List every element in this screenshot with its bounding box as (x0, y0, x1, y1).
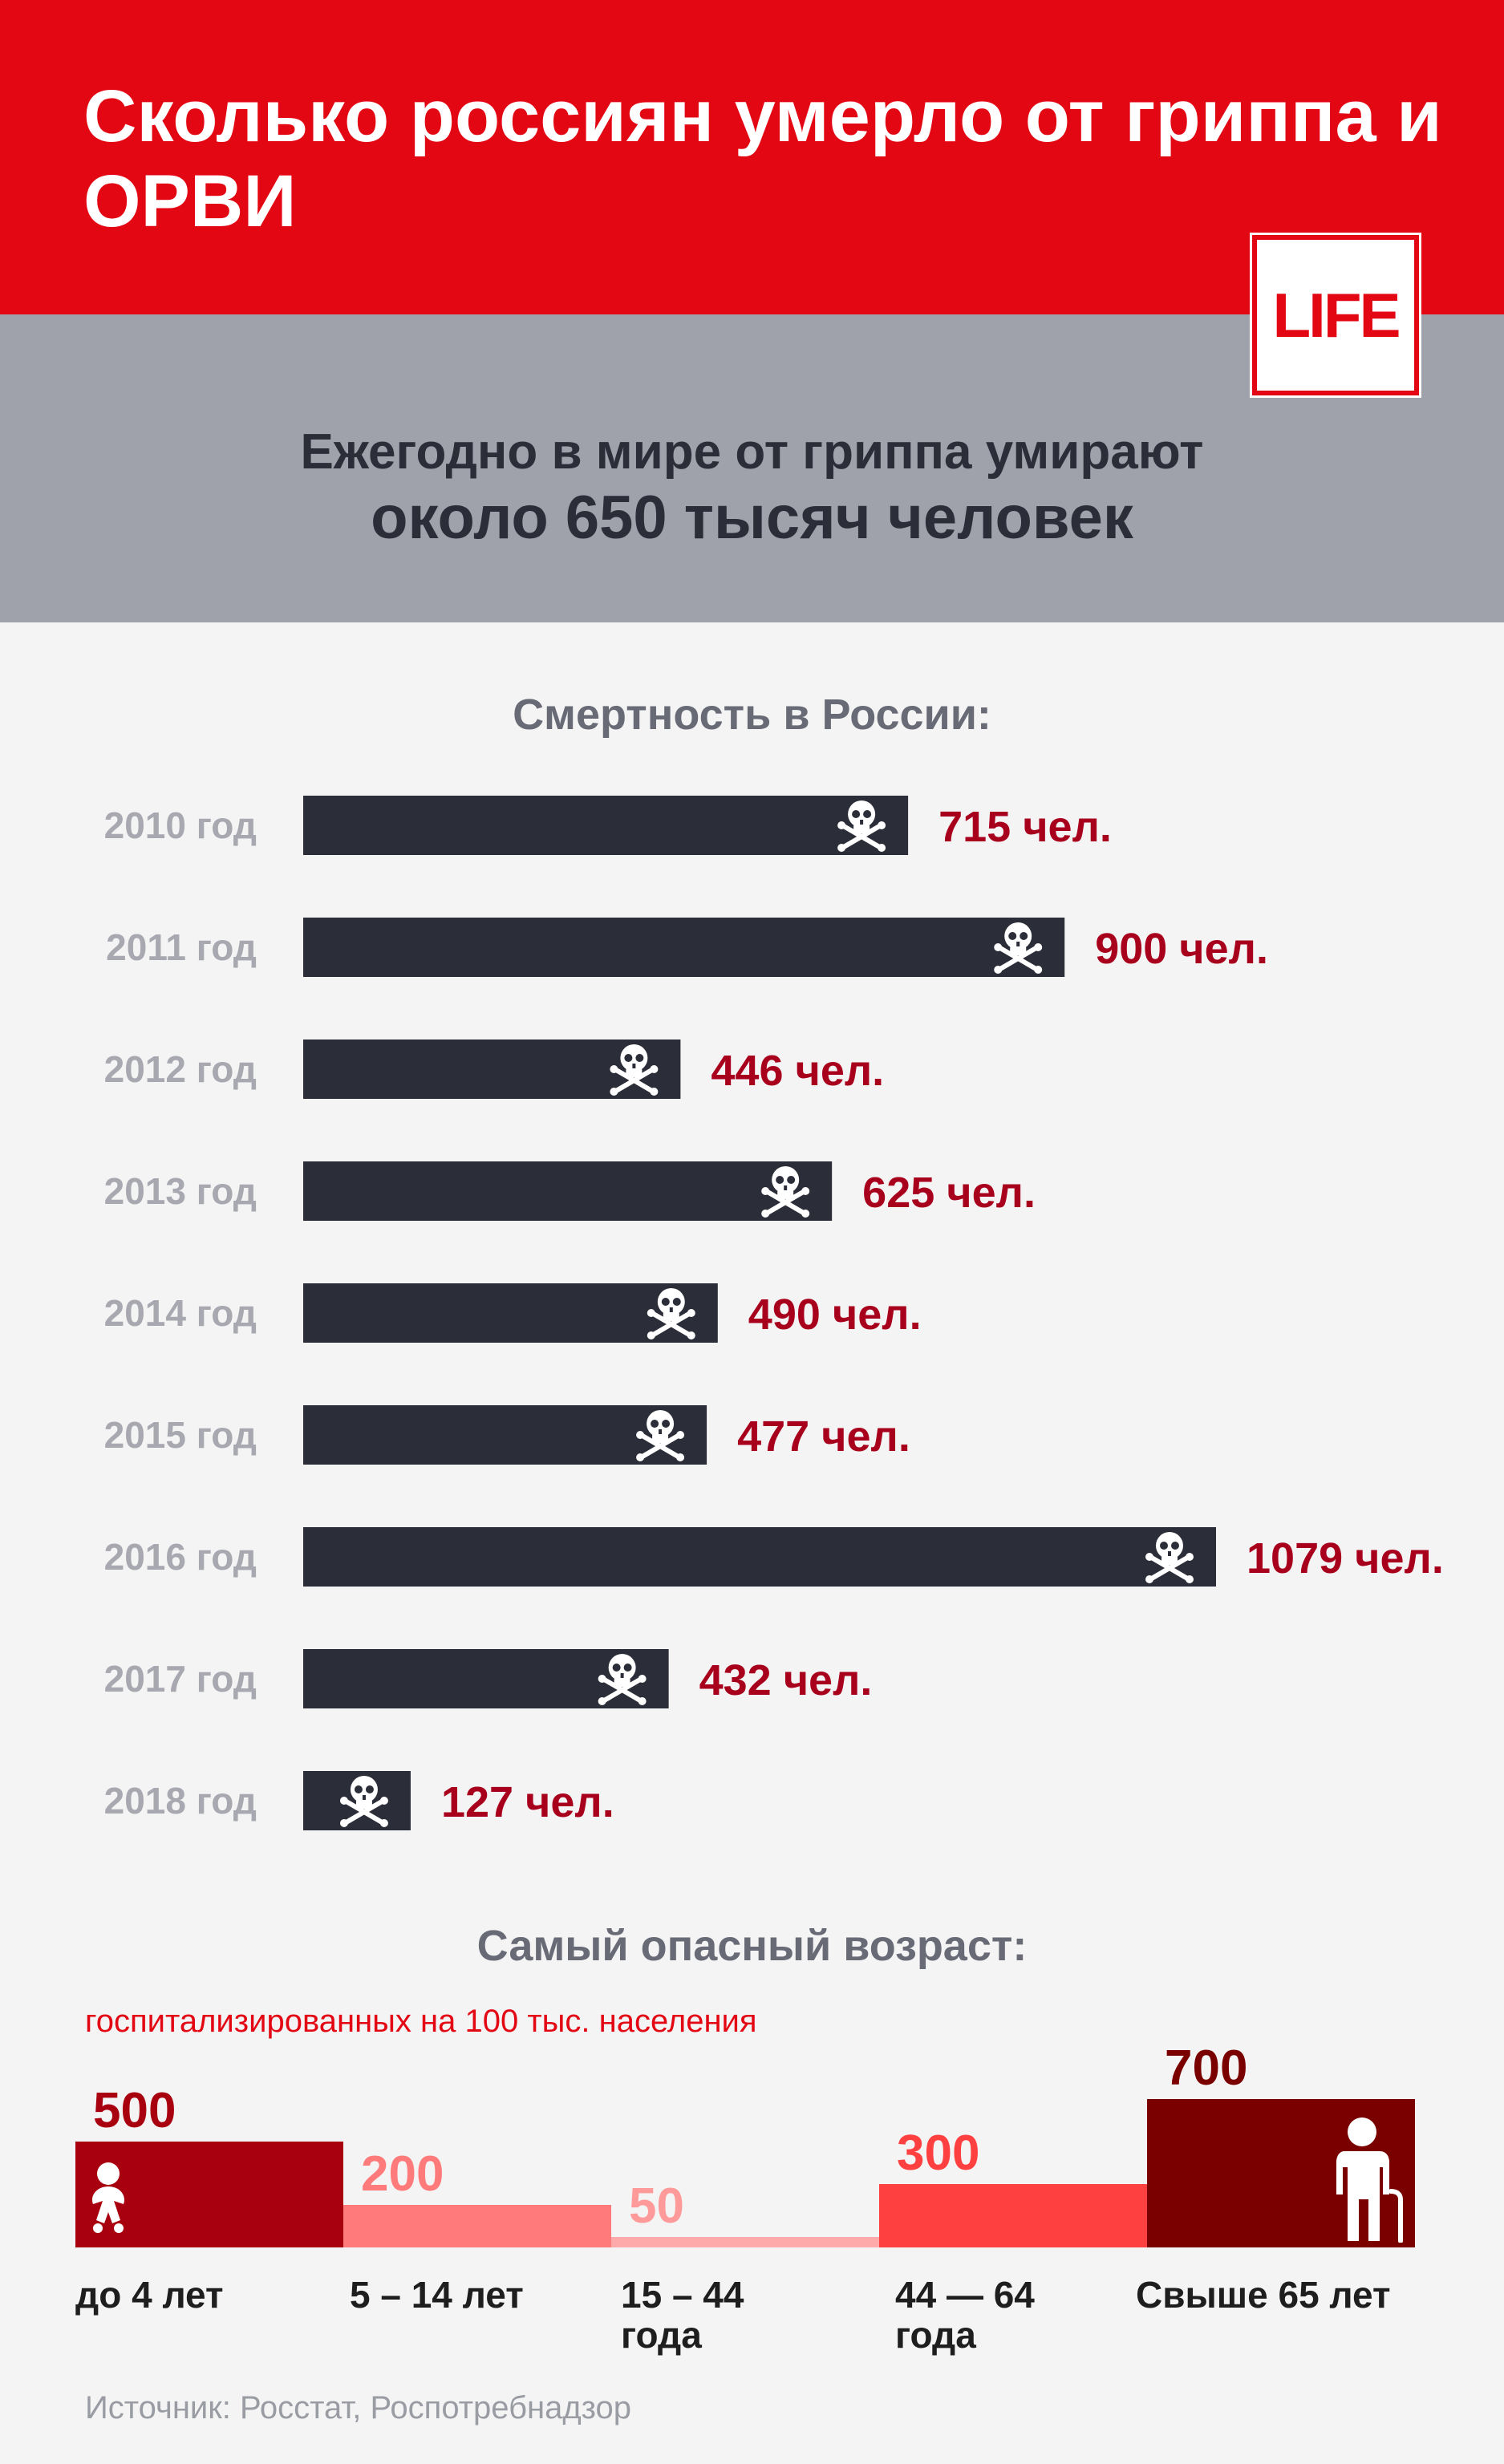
life-logo: LIFE (1250, 233, 1421, 398)
mortality-value: 127 чел. (441, 1778, 614, 1826)
year-label: 2012 год (104, 1048, 257, 1090)
age-bar (879, 2183, 1147, 2247)
intro-line-1: Ежегодно в мире от гриппа умирают (300, 424, 1204, 480)
header-banner: Сколько россиян умерло от гриппа и ОРВИ (0, 0, 1504, 314)
year-label: 2015 год (104, 1414, 257, 1456)
logo-text: LIFE (1272, 279, 1401, 351)
age-category: до 4 лет (75, 2274, 224, 2316)
mortality-bar (303, 918, 1065, 977)
mortality-chart: 2010 год 715 чел. 2011 год 900 чел. 2012 год… (104, 796, 1444, 1830)
age-category: 5 – 14 лет (350, 2274, 524, 2316)
mortality-value: 1079 чел. (1247, 1534, 1444, 1583)
skull-crossbones-icon (837, 800, 886, 852)
year-label: 2013 год (104, 1170, 257, 1212)
skull-crossbones-icon (610, 1044, 659, 1096)
mortality-value: 432 чел. (699, 1656, 873, 1704)
source-note: Источник: Росстат, Роспотребнадзор (85, 2390, 632, 2426)
year-label: 2010 год (104, 804, 257, 846)
mortality-bar (303, 1161, 833, 1221)
mortality-value: 715 чел. (938, 803, 1112, 851)
age-value: 500 (93, 2082, 176, 2138)
baby-icon (91, 2162, 125, 2233)
age-bar (611, 2236, 879, 2247)
age-value: 200 (361, 2146, 444, 2203)
intro-line-2: около 650 тысяч человек (371, 484, 1133, 552)
mortality-value: 490 чел. (748, 1291, 922, 1339)
year-label: 2014 год (104, 1292, 257, 1334)
mortality-bar (303, 1040, 681, 1099)
skull-crossbones-icon (647, 1288, 695, 1339)
mortality-value: 446 чел. (711, 1047, 884, 1095)
year-label: 2011 год (106, 926, 257, 968)
skull-crossbones-icon (1145, 1532, 1194, 1583)
skull-crossbones-icon (994, 922, 1043, 974)
mortality-bar (303, 796, 909, 855)
skull-crossbones-icon (339, 1776, 388, 1827)
age-value: 700 (1165, 2040, 1248, 2096)
age-category: 15 – 44 года (621, 2274, 744, 2356)
year-label: 2018 год (104, 1780, 257, 1822)
age-bar (343, 2205, 611, 2247)
skull-crossbones-icon (761, 1166, 810, 1218)
mortality-value: 625 чел. (862, 1169, 1036, 1217)
age-value: 300 (897, 2125, 980, 2181)
skull-crossbones-icon (636, 1410, 685, 1461)
mortality-value: 900 чел. (1095, 925, 1268, 973)
mortality-title: Смертность в России: (513, 691, 991, 739)
age-category: Свыше 65 лет (1136, 2274, 1391, 2316)
age-category: 44 — 64 года (895, 2274, 1035, 2356)
year-label: 2016 год (104, 1536, 257, 1578)
skull-crossbones-icon (598, 1654, 647, 1705)
age-title: Самый опасный возраст: (476, 1922, 1028, 1970)
age-subtitle: госпитализированных на 100 тыс. населени… (85, 2004, 757, 2039)
year-label: 2017 год (104, 1658, 257, 1700)
elderly-person-icon (1336, 2118, 1403, 2243)
page-title: Сколько россиян умерло от гриппа и ОРВИ (83, 75, 1442, 242)
age-value: 50 (629, 2178, 684, 2234)
mortality-value: 477 чел. (737, 1412, 910, 1461)
mortality-bar (303, 1527, 1216, 1587)
